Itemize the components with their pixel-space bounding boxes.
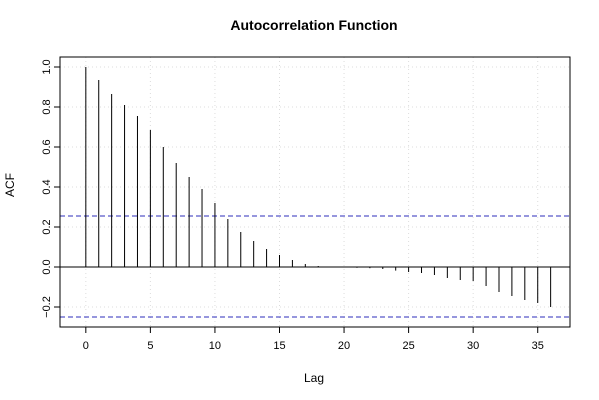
y-tick-label: 1.0 bbox=[41, 59, 53, 74]
y-axis-title: ACF bbox=[3, 173, 17, 197]
x-tick-label: 5 bbox=[147, 340, 153, 352]
y-tick-label: −0.2 bbox=[41, 296, 53, 318]
grid bbox=[60, 57, 570, 327]
y-tick-label: 0.8 bbox=[41, 99, 53, 114]
y-axis: −0.2 0.0 0.2 0.4 0.6 0.8 1.0 bbox=[41, 59, 60, 318]
x-axis: 0 5 10 15 20 25 30 35 bbox=[83, 327, 544, 352]
x-tick-label: 10 bbox=[209, 340, 221, 352]
x-tick-label: 20 bbox=[338, 340, 350, 352]
confidence-bounds bbox=[60, 215, 570, 318]
x-tick-label: 15 bbox=[273, 340, 285, 352]
y-tick-label: 0.0 bbox=[41, 259, 53, 274]
y-tick-label: 0.4 bbox=[41, 179, 53, 194]
plot-frame bbox=[59, 56, 571, 328]
y-tick-label: 0.6 bbox=[41, 139, 53, 154]
x-axis-title: Lag bbox=[304, 371, 324, 385]
chart-title: Autocorrelation Function bbox=[230, 17, 397, 33]
y-tick-label: 0.2 bbox=[41, 219, 53, 234]
x-tick-label: 25 bbox=[402, 340, 414, 352]
x-tick-label: 35 bbox=[532, 340, 544, 352]
acf-bars bbox=[60, 67, 570, 307]
x-tick-label: 30 bbox=[467, 340, 479, 352]
x-tick-label: 0 bbox=[83, 340, 89, 352]
